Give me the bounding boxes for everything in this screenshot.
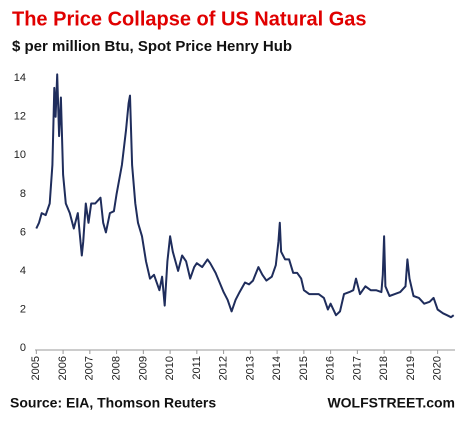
y-tick-label: 0 [20,342,26,354]
source: Source: EIA, Thomson Reuters [10,395,216,411]
x-tick-label: 2006 [57,356,69,380]
x-tick-label: 2011 [191,356,203,380]
x-tick-label: 2012 [218,356,230,380]
x-tick-label: 2005 [30,356,42,380]
x-tick-label: 2019 [405,356,417,380]
y-tick-label: 8 [20,188,26,200]
y-tick-label: 2 [20,303,26,315]
x-tick-label: 2007 [84,356,96,380]
x-tick-label: 2014 [271,356,283,380]
y-tick-label: 10 [14,149,26,161]
x-tick-label: 2016 [325,356,337,380]
x-tick-label: 2013 [244,356,256,380]
x-tick-label: 2015 [298,356,310,380]
x-tick-label: 2010 [164,356,176,380]
credit: WOLFSTREET.com [327,395,455,411]
y-tick-label: 4 [20,265,26,277]
x-tick-label: 2020 [432,356,444,380]
y-tick-label: 6 [20,226,26,238]
chart-title: The Price Collapse of US Natural Gas [12,8,367,30]
x-tick-label: 2008 [110,356,122,380]
chart-subtitle: $ per million Btu, Spot Price Henry Hub [12,38,292,55]
y-tick-label: 14 [14,72,26,84]
x-tick-label: 2009 [137,356,149,380]
y-tick-label: 12 [14,111,26,123]
x-tick-label: 2018 [378,356,390,380]
x-tick-label: 2017 [351,356,363,380]
price-line [35,73,455,319]
